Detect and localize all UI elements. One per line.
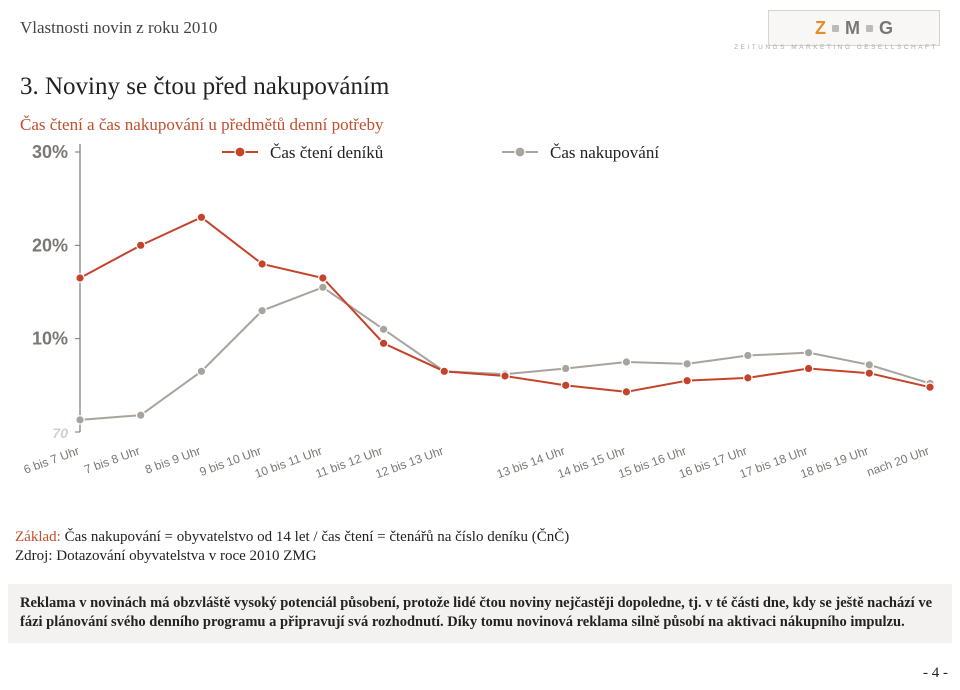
series-point-cteni xyxy=(501,372,509,380)
x-axis-label: 10 bis 11 Uhr xyxy=(253,444,324,481)
series-point-nakupovani xyxy=(622,358,630,366)
svg-text:30%: 30% xyxy=(32,142,68,162)
basis-label: Základ: xyxy=(15,529,61,545)
series-point-nakupovani xyxy=(804,348,812,356)
series-point-cteni xyxy=(865,369,873,377)
series-point-nakupovani xyxy=(744,351,752,359)
series-point-nakupovani xyxy=(76,416,84,424)
svg-text:20%: 20% xyxy=(32,235,68,255)
logo-sep-icon xyxy=(866,25,873,32)
series-point-cteni xyxy=(744,374,752,382)
series-point-cteni xyxy=(562,381,570,389)
svg-text:10%: 10% xyxy=(32,329,68,349)
page-title: 3. Noviny se čtou před nakupováním xyxy=(20,73,940,101)
series-point-nakupovani xyxy=(562,364,570,372)
x-axis-label: 12 bis 13 Uhr xyxy=(373,444,445,482)
series-point-cteni xyxy=(197,213,205,221)
x-axis-label: nach 20 Uhr xyxy=(865,444,931,480)
chart: 10% 20% 30% 70 6 bis 7 Uhr7 bis 8 Uhr8 bis 9… xyxy=(20,132,940,512)
x-axis-label: 14 bis 15 Uhr xyxy=(556,444,628,482)
logo-letter-z: Z xyxy=(813,18,828,39)
series-point-nakupovani xyxy=(865,361,873,369)
series-line-nakupovani xyxy=(80,287,930,420)
logo: Z M G xyxy=(768,10,940,46)
series-point-nakupovani xyxy=(197,367,205,375)
x-axis-label: 8 bis 9 Uhr xyxy=(143,444,202,477)
series-point-cteni xyxy=(683,376,691,384)
series-point-cteni xyxy=(137,241,145,249)
series-point-nakupovani xyxy=(379,325,387,333)
x-axis-label: 9 bis 10 Uhr xyxy=(198,444,264,479)
logo-letter-m: M xyxy=(843,18,862,39)
legend-label-shopping: Čas nakupování xyxy=(550,143,659,162)
logo-letter-g: G xyxy=(877,18,895,39)
series-point-cteni xyxy=(258,260,266,268)
svg-text:70: 70 xyxy=(52,425,68,441)
series-point-cteni xyxy=(804,364,812,372)
series-point-nakupovani xyxy=(319,283,327,291)
basis-text: Čas nakupování = obyvatelstvo od 14 let … xyxy=(61,529,569,545)
series-point-cteni xyxy=(440,367,448,375)
basis-line-1: Základ: Čas nakupování = obyvatelstvo od… xyxy=(15,528,945,547)
logo-sep-icon xyxy=(832,25,839,32)
series-point-cteni xyxy=(926,383,934,391)
x-axis-label: 6 bis 7 Uhr xyxy=(22,444,81,477)
x-axis-label: 16 bis 17 Uhr xyxy=(677,444,749,482)
series-point-cteni xyxy=(622,388,630,396)
series-point-nakupovani xyxy=(258,306,266,314)
x-axis-label: 7 bis 8 Uhr xyxy=(82,444,141,477)
x-axis-label: 18 bis 19 Uhr xyxy=(798,444,870,482)
page-number: - 4 - xyxy=(923,665,948,682)
x-axis-label: 13 bis 14 Uhr xyxy=(495,444,567,482)
legend-label-reading: Čas čtení deníků xyxy=(270,143,384,162)
x-axis-label: 11 bis 12 Uhr xyxy=(314,444,385,481)
logo-subtext: ZEITUNGS MARKETING GESELLSCHAFT xyxy=(734,44,938,51)
series-point-cteni xyxy=(76,274,84,282)
basis-line-2: Zdroj: Dotazování obyvatelstva v roce 20… xyxy=(15,547,945,566)
summary-box: Reklama v novinách má obzvláště vysoký p… xyxy=(8,584,952,643)
series-point-cteni xyxy=(379,339,387,347)
series-point-nakupovani xyxy=(683,360,691,368)
x-axis-label: 15 bis 16 Uhr xyxy=(616,444,688,482)
series-point-nakupovani xyxy=(137,411,145,419)
x-axis-label: 17 bis 18 Uhr xyxy=(738,444,810,482)
basis-block: Základ: Čas nakupování = obyvatelstvo od… xyxy=(15,528,945,566)
series-point-cteni xyxy=(319,274,327,282)
